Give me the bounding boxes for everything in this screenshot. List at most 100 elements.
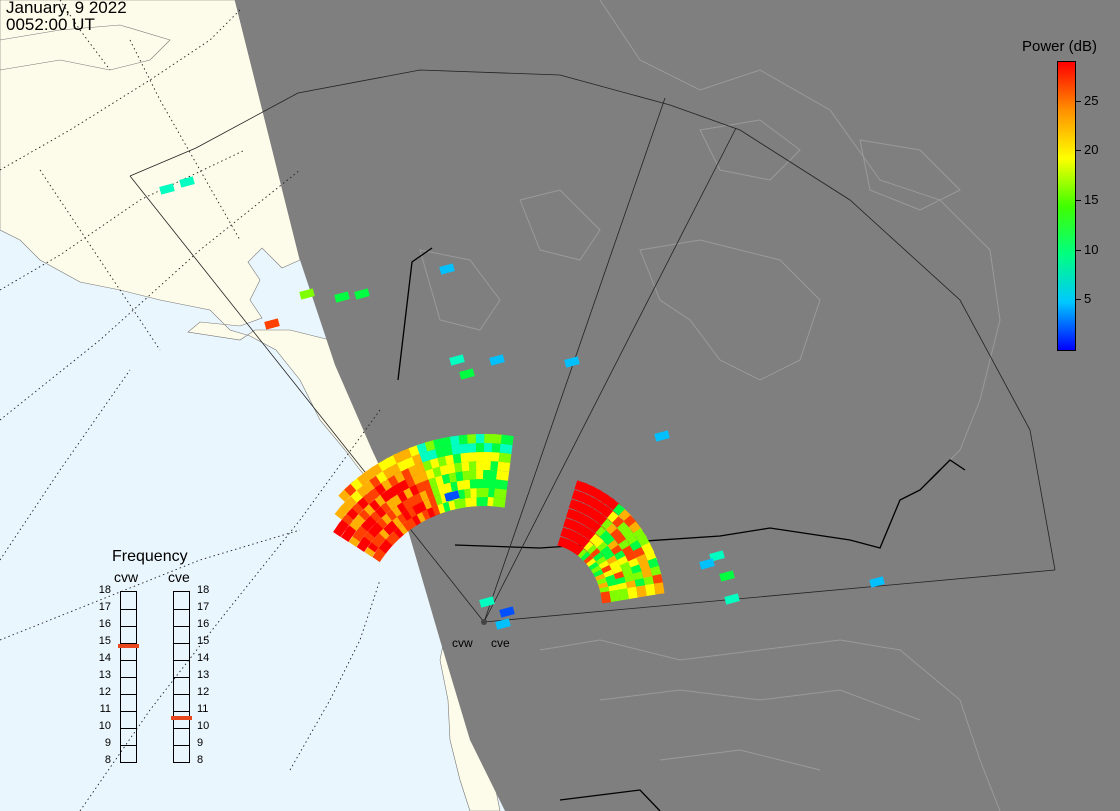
- cve-marker: [171, 715, 192, 720]
- night-coastlines: [419, 0, 1001, 811]
- scale-gridline: [121, 626, 136, 627]
- colorbar-tick: [1076, 100, 1081, 102]
- radar-sites: cvw cve: [452, 619, 510, 650]
- scale-gridline: [121, 643, 136, 644]
- cvw-scale-label: 13: [98, 669, 111, 681]
- echo-cell: [334, 291, 350, 303]
- cve-scale-label: 9: [197, 737, 204, 749]
- colorbar-tick-label: 10: [1084, 241, 1099, 257]
- cvw-scale-label: 12: [98, 686, 111, 698]
- scale-gridline: [121, 711, 136, 712]
- date-label: January, 9 2022: [6, 0, 127, 17]
- night-shade: [235, 0, 1120, 811]
- timestamp: January, 9 2022 0052:00 UT: [6, 0, 127, 33]
- cvw-scale: [118, 591, 139, 763]
- cve-scale-label: 18: [197, 584, 210, 596]
- radar-site-label-east: cve: [491, 636, 510, 650]
- echo-cell: [709, 550, 725, 562]
- graticule: [0, 0, 381, 811]
- frequency-col-west: cvw: [114, 569, 139, 585]
- scale-gridline: [174, 745, 189, 746]
- scale-gridline: [174, 643, 189, 644]
- echo-cell: [299, 288, 315, 300]
- colorbar-tick-label: 15: [1084, 192, 1099, 208]
- echo-cell: [489, 354, 505, 366]
- echo-cell: [499, 443, 513, 454]
- frequency-title: Frequency: [112, 548, 188, 565]
- echo-cell: [498, 452, 512, 463]
- echo-cell: [497, 461, 511, 472]
- cvw-scale-label: 15: [98, 635, 111, 647]
- echo-cell: [636, 585, 647, 598]
- scale-gridline: [174, 660, 189, 661]
- echo-cell: [653, 582, 665, 595]
- colorbar-tick: [1076, 249, 1081, 251]
- echo-cell: [354, 288, 370, 300]
- echo-cell: [159, 183, 175, 195]
- colorbar-tick: [1076, 200, 1081, 202]
- cvw-marker: [118, 644, 139, 649]
- colorbar-tick: [1076, 150, 1081, 152]
- echo-cell: [495, 618, 511, 630]
- echo-cell: [479, 596, 495, 608]
- echo-cell: [564, 356, 580, 368]
- scale-gridline: [121, 660, 136, 661]
- scale-gridline: [174, 694, 189, 695]
- echo-cell: [439, 263, 455, 275]
- cve-scale-label: 16: [197, 618, 210, 630]
- echo-cell: [699, 558, 715, 570]
- cve-scale-label: 11: [197, 703, 209, 715]
- echo-cell: [618, 588, 629, 601]
- cvw-scale-label: 11: [99, 703, 111, 715]
- colorbar-gradient: [1057, 61, 1076, 351]
- scale-gridline: [174, 711, 189, 712]
- cve-scale-label: 14: [197, 652, 210, 664]
- radar-field-of-view: [129, 69, 1056, 623]
- echo-cell: [869, 576, 885, 588]
- echo-cell: [179, 176, 195, 188]
- cve-scale-label: 8: [197, 754, 204, 766]
- cve-scale-label: 17: [197, 601, 210, 613]
- scale-gridline: [174, 626, 189, 627]
- echo-cell: [449, 354, 465, 366]
- echo-cell: [494, 479, 508, 490]
- colorbar-tick-label: 20: [1084, 142, 1099, 158]
- echo-cell: [496, 470, 510, 481]
- cvw-scale-label: 10: [98, 720, 111, 732]
- cvw-scale-label: 17: [98, 601, 111, 613]
- echo-cell: [627, 586, 638, 599]
- scale-gridline: [174, 728, 189, 729]
- cve-scale: [171, 591, 192, 763]
- radar-site-marker: [481, 619, 487, 625]
- cvw-scale-label: 9: [104, 737, 111, 749]
- time-label: 0052:00 UT: [6, 15, 95, 34]
- echo-cell: [499, 606, 515, 618]
- cve-scale-label: 13: [197, 669, 210, 681]
- scale-gridline: [174, 609, 189, 610]
- cve-scale-label: 12: [197, 686, 210, 698]
- echo-cell: [444, 490, 460, 502]
- cve-scale-label: 15: [197, 635, 210, 647]
- echo-cell: [459, 368, 475, 380]
- scale-gridline: [121, 728, 136, 729]
- cvw-scale-label: 16: [98, 618, 111, 630]
- scale-gridline: [121, 694, 136, 695]
- power-colorbar: Power (dB) 25 20 15 10 5: [1000, 38, 1115, 358]
- frequency-col-east: cve: [168, 569, 190, 585]
- echo-cell: [609, 589, 620, 602]
- echo-cell: [600, 591, 612, 604]
- colorbar-tick: [1076, 299, 1081, 301]
- echo-cell: [500, 434, 514, 446]
- scale-gridline: [121, 745, 136, 746]
- echo-cell: [724, 593, 740, 605]
- cvw-scale-label: 14: [98, 652, 111, 664]
- cve-scale-label: 10: [197, 720, 210, 732]
- echo-cell: [264, 318, 280, 330]
- echo-cell: [492, 497, 506, 508]
- cvw-scale-label: 18: [98, 584, 111, 596]
- scale-gridline: [121, 677, 136, 678]
- frequency-panel: Frequency cvw cve 18 17 16 15 14 13 12 11 10 9 8 18…: [85, 548, 230, 778]
- echo-cell: [654, 430, 670, 442]
